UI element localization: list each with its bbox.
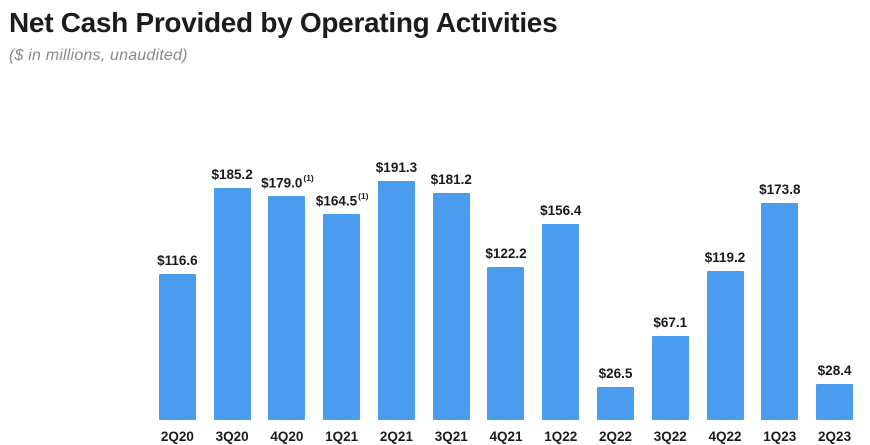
x-axis-label: 4Q21 <box>489 429 523 444</box>
bar <box>651 336 689 420</box>
bar-value-label: $28.4 <box>817 363 852 378</box>
bar-value-label: $116.6 <box>157 253 198 268</box>
bar-column: $181.2 3Q21 <box>424 155 479 445</box>
x-axis-label: 2Q23 <box>818 429 852 444</box>
bar-chart: $116.6 2Q20 $185.2 3Q20 $179.0(1) 4Q20 $164.5(… <box>150 155 862 445</box>
bar <box>597 387 634 420</box>
x-axis-label: 3Q20 <box>215 429 249 444</box>
x-axis-label: 1Q21 <box>325 429 359 444</box>
bar <box>158 274 196 420</box>
bar-value-label: $156.4 <box>540 203 582 218</box>
bar-value-label: $67.1 <box>653 315 688 330</box>
bar-column: $26.5 2Q22 <box>588 155 643 445</box>
x-axis-label: 4Q20 <box>270 429 304 444</box>
bar-value-label: $181.2 <box>430 172 472 187</box>
bar <box>816 384 854 420</box>
bar <box>268 196 306 420</box>
bar-value-label: $191.3 <box>375 160 418 175</box>
bar-column: $164.5(1) 1Q21 <box>314 155 369 445</box>
bar-column: $156.4 1Q22 <box>533 155 588 445</box>
footnote-marker: (1) <box>358 190 369 201</box>
bar-value-label: $179.0(1) <box>261 172 314 191</box>
bar <box>323 214 361 420</box>
bar <box>432 193 470 420</box>
bar-column: $185.2 3Q20 <box>205 155 260 445</box>
bar <box>213 188 251 420</box>
bar <box>377 181 415 420</box>
chart-header: Net Cash Provided by Operating Activitie… <box>9 6 860 65</box>
x-axis-label: 1Q23 <box>763 429 797 444</box>
bar-value-label: $173.8 <box>759 182 801 197</box>
bar <box>706 271 744 420</box>
page-subtitle: ($ in millions, unaudited) <box>9 46 188 64</box>
bar-value-label: $26.5 <box>598 366 633 381</box>
x-axis-label: 2Q22 <box>598 429 633 444</box>
bar-column: $116.6 2Q20 <box>150 155 205 445</box>
page-title: Net Cash Provided by Operating Activitie… <box>9 7 558 38</box>
bar <box>487 267 525 420</box>
bar-value-label: $164.5(1) <box>315 190 369 209</box>
x-axis-label: 4Q22 <box>708 429 742 444</box>
bar-column: $173.8 1Q23 <box>752 155 807 445</box>
bar <box>761 203 799 420</box>
bar-value-label: $119.2 <box>704 250 746 265</box>
bar-value-label: $122.2 <box>485 246 527 261</box>
footnote-marker: (1) <box>303 172 314 183</box>
bar-value-label: $185.2 <box>211 167 253 182</box>
bar-column: $67.1 3Q22 <box>643 155 698 445</box>
bar-column: $191.3 2Q21 <box>369 155 424 445</box>
bar-column: $122.2 4Q21 <box>479 155 534 445</box>
bar <box>542 224 580 420</box>
bar-column: $179.0(1) 4Q20 <box>260 155 315 445</box>
bar-column: $28.4 2Q23 <box>807 155 862 445</box>
bar-chart-columns: $116.6 2Q20 $185.2 3Q20 $179.0(1) 4Q20 $164.5(… <box>150 155 862 445</box>
x-axis-label: 3Q22 <box>653 429 687 444</box>
bar-column: $119.2 4Q22 <box>698 155 753 445</box>
x-axis-label: 3Q21 <box>434 429 468 444</box>
x-axis-label: 1Q22 <box>544 429 578 444</box>
x-axis-label: 2Q20 <box>160 429 194 444</box>
x-axis-label: 2Q21 <box>379 429 413 444</box>
